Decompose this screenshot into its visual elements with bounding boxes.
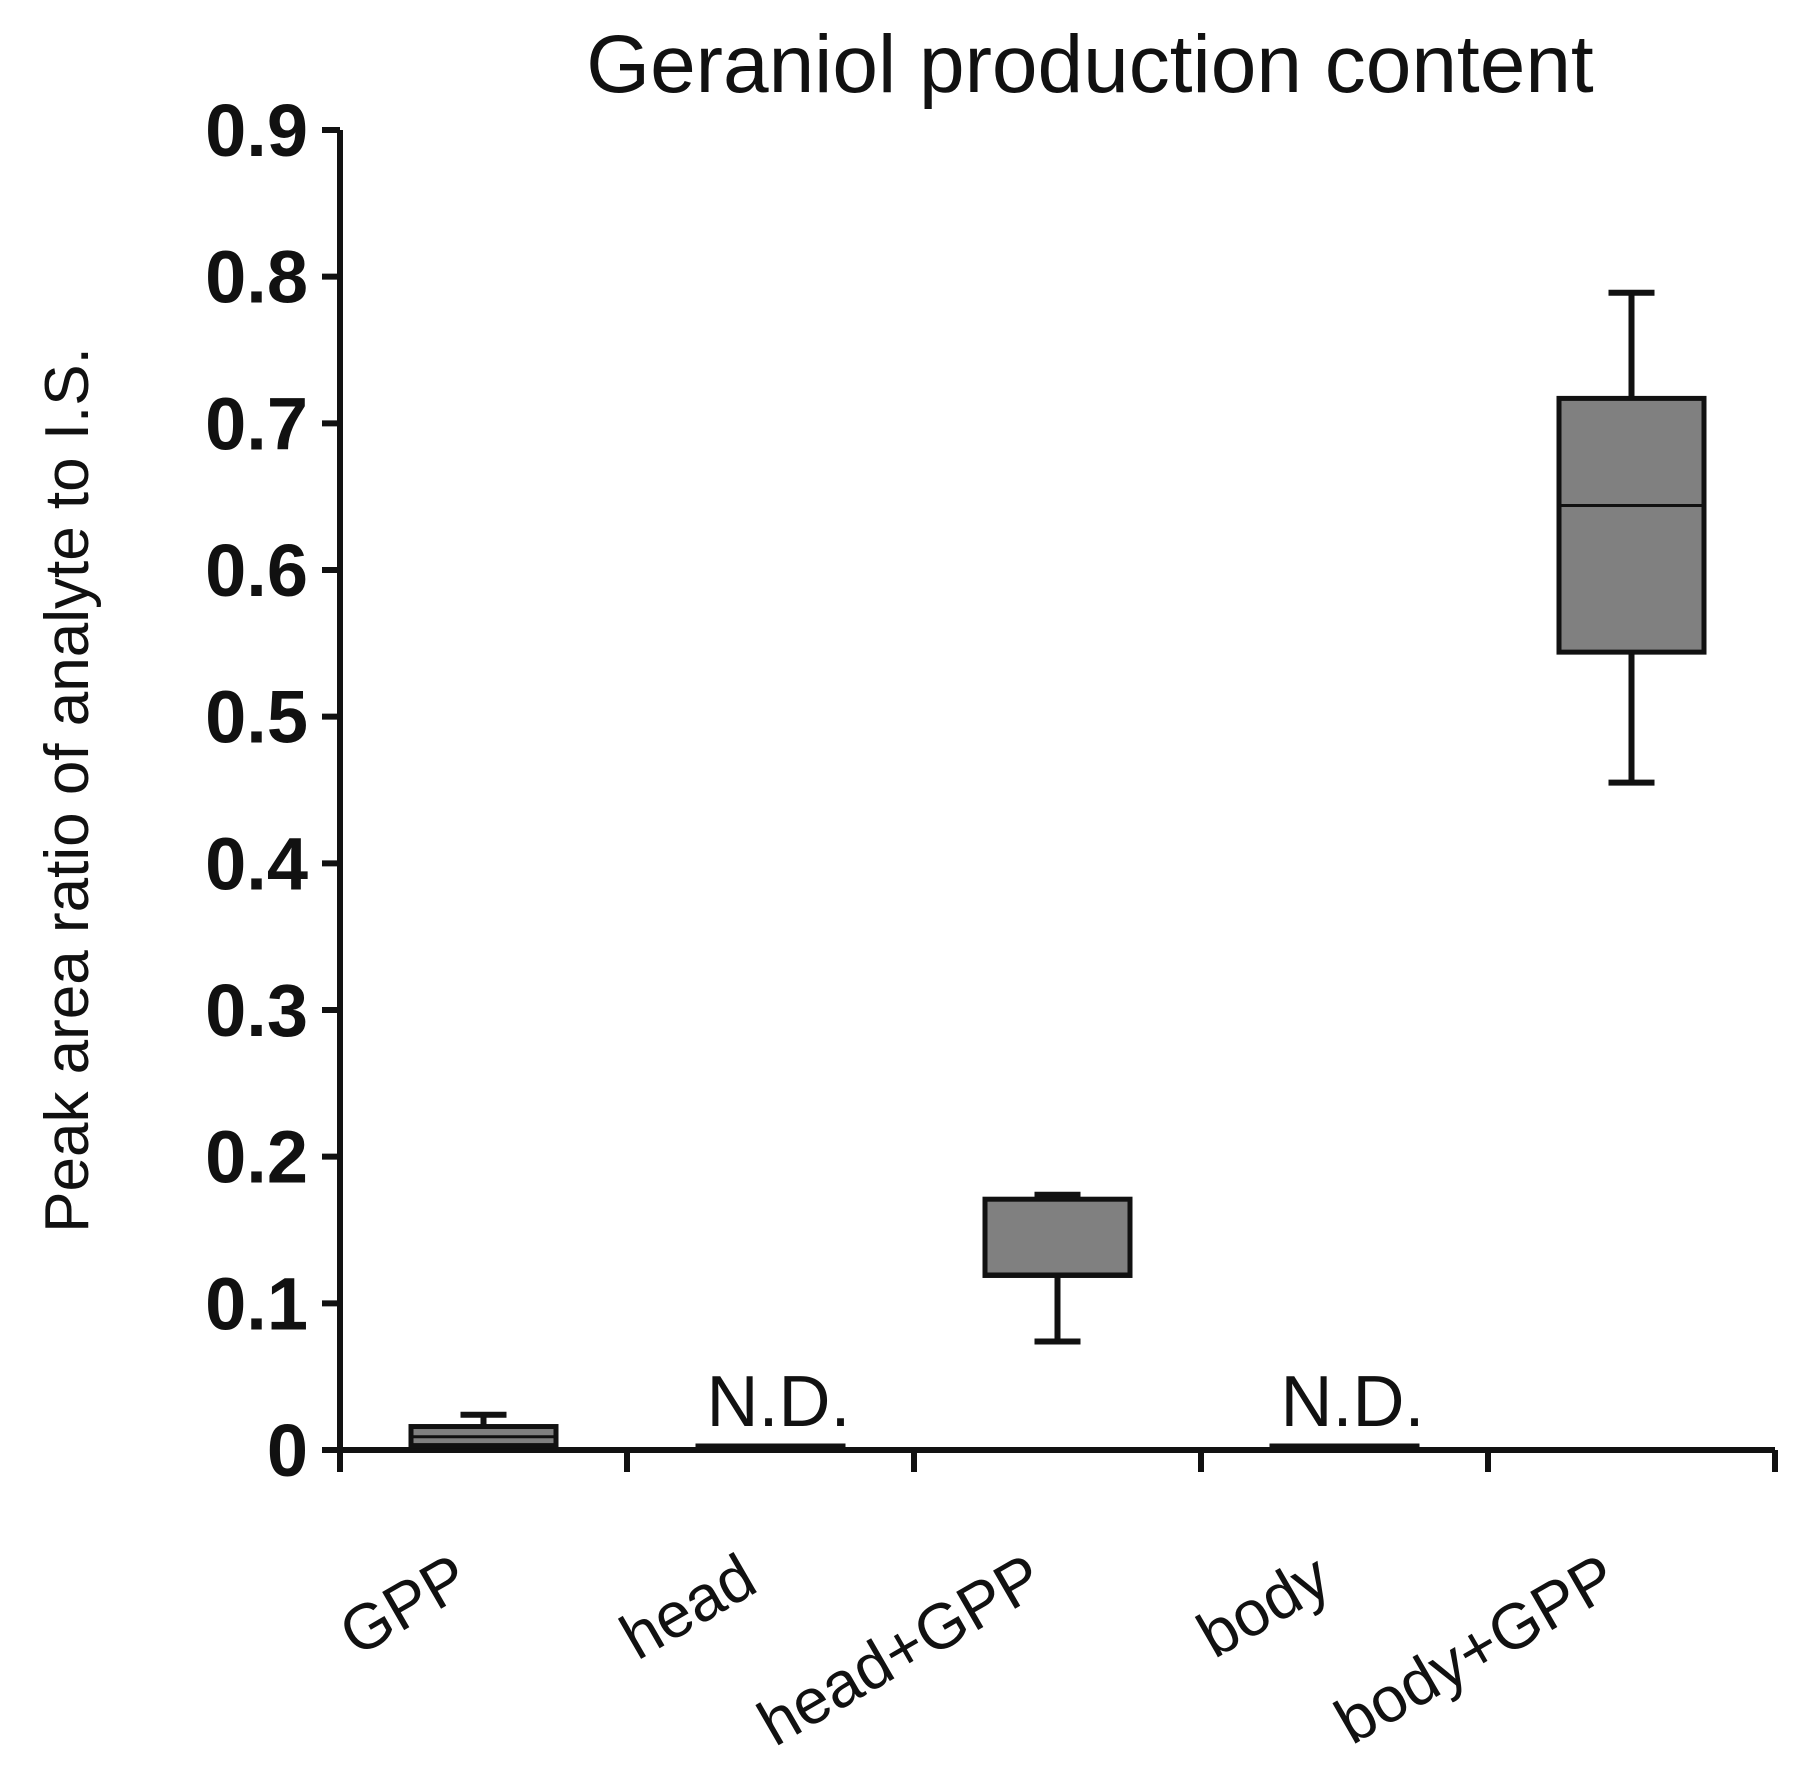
nd-annotation: N.D.: [1281, 1362, 1425, 1442]
x-tick-label: body+GPP: [1323, 1540, 1629, 1758]
y-tick-label: 0.2: [205, 1116, 308, 1199]
x-tick-label: body: [1185, 1540, 1341, 1672]
y-tick-label: 0.9: [205, 89, 308, 172]
x-tick-label: GPP: [327, 1540, 480, 1670]
y-tick-label: 0.8: [205, 236, 308, 319]
y-tick-label: 0.6: [205, 529, 308, 612]
y-tick-label: 0.7: [205, 382, 308, 465]
y-axis-label: Peak area ratio of analyte to I.S.: [33, 347, 102, 1233]
x-tick-label: head: [608, 1540, 767, 1674]
y-tick-label: 0.4: [205, 822, 308, 905]
y-tick-label: 0.3: [205, 969, 308, 1052]
nd-annotation: N.D.: [707, 1362, 851, 1442]
box-iqr: [982, 1196, 1133, 1278]
y-tick-label: 0.5: [205, 676, 308, 759]
y-tick-label: 0.1: [205, 1262, 308, 1345]
box-iqr: [1269, 1443, 1420, 1453]
box-iqr: [1556, 395, 1707, 655]
plot-area: 0 0.1 0.2 0.3 0.4 0.5 0.6 0.7 0.8 0.9 GPP headhead+…: [205, 89, 1778, 1760]
y-tick-label: 0: [267, 1409, 308, 1492]
x-tick-label: head+GPP: [746, 1540, 1055, 1760]
chart-title: Geraniol production content: [586, 19, 1594, 110]
box-iqr: [695, 1443, 846, 1453]
